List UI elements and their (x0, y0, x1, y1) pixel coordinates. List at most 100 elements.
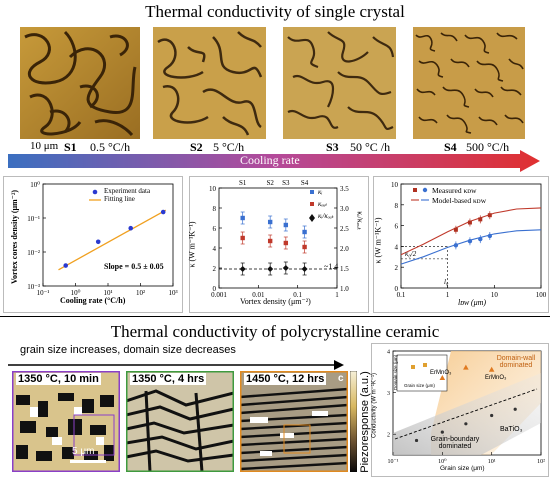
plot2-ytick: 10 (209, 185, 217, 193)
plot2-xlabel: Vortex density (μm⁻²) (240, 297, 311, 306)
ermno3-point (439, 375, 446, 381)
batio3-point (440, 430, 444, 434)
plot2-sample-label: S3 (282, 179, 290, 187)
plot4-xtick: 10² (537, 459, 545, 465)
plot1-ytick: 10⁻³ (27, 283, 40, 291)
grain-size-arrow (8, 360, 344, 370)
plot1-xtick: 10¹ (103, 289, 112, 297)
plot4-inset-ylabel: Domain size (μm) (393, 354, 399, 391)
pfm-panel-1 (12, 371, 120, 472)
plot4-svg: 4 3 2 10⁻¹ 10⁰ 10¹ 10² (387, 350, 545, 466)
plot3-ytick: 8 (395, 202, 399, 210)
grain-size-arrow-label: grain size increases, domain size decrea… (20, 344, 236, 356)
ratio-point (282, 265, 289, 271)
experiment-point (63, 263, 69, 268)
plot2-ytick-right: 2.0 (340, 245, 349, 253)
plot1-xtick: 10⁰ (71, 289, 81, 297)
batio3-point (464, 422, 468, 426)
pfm-panel-3-frame (240, 371, 348, 472)
measured-ki-point (487, 213, 492, 218)
section-divider (0, 316, 550, 317)
plot3-xlabel: lᴅᴡ (μm) (458, 298, 487, 307)
plot1-ytick: 10⁻² (27, 249, 40, 257)
scale-bar-top: 10 μm (30, 140, 59, 152)
experiment-point (160, 209, 166, 215)
sample-rate-s4: 500 °C/h (466, 140, 510, 154)
plot3-ytick: 6 (395, 223, 399, 231)
pfm-panel-2-label: 1350 °C, 4 hrs (130, 373, 207, 385)
plot4-dw-label: Domain-wall dominated (496, 355, 536, 369)
plot1-xtick: 10² (136, 289, 145, 297)
plot2-ytick-right: 3.5 (340, 185, 349, 193)
sample-label-s3: S3 (326, 140, 339, 154)
plot3-ytick: 0 (395, 285, 399, 293)
plot4-compound1: ErMnO₃ (485, 375, 507, 381)
plot3-xtick: 100 (536, 291, 547, 299)
cooling-rate-label: Cooling rate (240, 153, 300, 167)
plot2-ytick: 4 (213, 245, 217, 253)
plot4-ylabel: Conductivity (W m⁻¹K⁻¹) (371, 373, 378, 439)
plot2-svg: 10 8 6 4 2 0 3.5 3.0 2.5 2.0 1.5 1.0 0.001 0.01 0.1 1… (209, 179, 349, 299)
legend-marker-measured-o (422, 187, 428, 193)
plot4-ytick: 3 (387, 391, 390, 397)
pfm-panel-3 (240, 371, 348, 472)
ki-point (240, 215, 245, 221)
sample-label-s4: S4 (444, 140, 457, 154)
batio3-point (414, 438, 419, 443)
plot3-ytick: 4 (395, 243, 399, 251)
legend-marker-experiment (92, 189, 98, 195)
plot4-xlabel: Grain size (μm) (440, 465, 485, 472)
experiment-point (128, 225, 134, 231)
plot1-ylabel: Vortex cores density (μm⁻²) (10, 189, 19, 285)
pfm-panel-1-label: 1350 °C, 10 min (16, 373, 101, 385)
colorbar-label: Piezoresponse (a.u.) (359, 371, 371, 473)
plot1-legend-line: Fitting line (104, 195, 135, 203)
measured-ki-point (478, 217, 483, 222)
piezoresponse-colorbar (350, 371, 357, 472)
plot4-ytick: 4 (387, 350, 390, 356)
kout-point (283, 240, 289, 246)
plot2-sample-label: S2 (266, 179, 274, 187)
plot3-svg: 10 8 6 4 2 0 0.1 1 10 100 (391, 181, 547, 299)
plot2-ytick-right: 3.0 (340, 205, 349, 213)
plot3-xtick: 10 (491, 291, 499, 299)
kout-point (240, 235, 245, 241)
plot1-legend-points: Experiment data (104, 187, 151, 195)
legend-marker-kout (310, 202, 314, 206)
pfm-panel-1-frame (12, 371, 120, 472)
pfm-panel-letter: c (338, 373, 344, 384)
plot2-legend-ratio: κᵢ/κₒᵤₜ (318, 212, 334, 220)
plot3-l0: l₀ (444, 278, 449, 286)
plot2-legend-ki: κᵢ (318, 188, 323, 196)
plot3-ytick: 2 (395, 264, 399, 272)
ki-point (302, 229, 307, 235)
micrograph-s1 (20, 27, 140, 139)
kout-point (302, 244, 307, 250)
pfm-scale-bar-label: 5 μm (72, 446, 95, 457)
plot3-legend-measured: Measured κᴅᴡ (432, 186, 477, 195)
fitting-line (58, 209, 167, 271)
inset-plot (396, 354, 448, 392)
plot1-ytick: 10⁻¹ (27, 215, 40, 223)
legend-marker-measured-i (413, 188, 417, 192)
measured-kout-point (487, 233, 493, 239)
plot2-sample-label: S4 (301, 179, 309, 187)
measured-ki-point (453, 227, 458, 232)
plot3-ytick: 10 (391, 181, 399, 189)
plot1-ytick: 10⁰ (30, 181, 40, 189)
micrograph-s3 (283, 27, 396, 139)
plot2-ytick-right: 1.0 (340, 285, 349, 293)
plot1-xtick: 10⁻¹ (37, 289, 50, 297)
top-title: Thermal conductivity of single crystal (145, 2, 405, 21)
plot2-xtick: 0.1 (293, 291, 302, 299)
plot4-xtick: 10⁻¹ (388, 459, 399, 465)
model-curve-ki (400, 207, 542, 256)
plot2-ytick: 0 (213, 285, 217, 293)
sample-label-s1: S1 (64, 140, 77, 154)
plot4-ytick: 2 (387, 433, 390, 439)
plot2-legend-kout: κₒᵤₜ (318, 200, 328, 208)
cooling-rate-arrow (8, 150, 540, 172)
plot2-ytick-right: 2.5 (340, 225, 349, 233)
plot2-ytick-right: 1.5 (340, 265, 349, 273)
ratio-point (301, 266, 308, 272)
